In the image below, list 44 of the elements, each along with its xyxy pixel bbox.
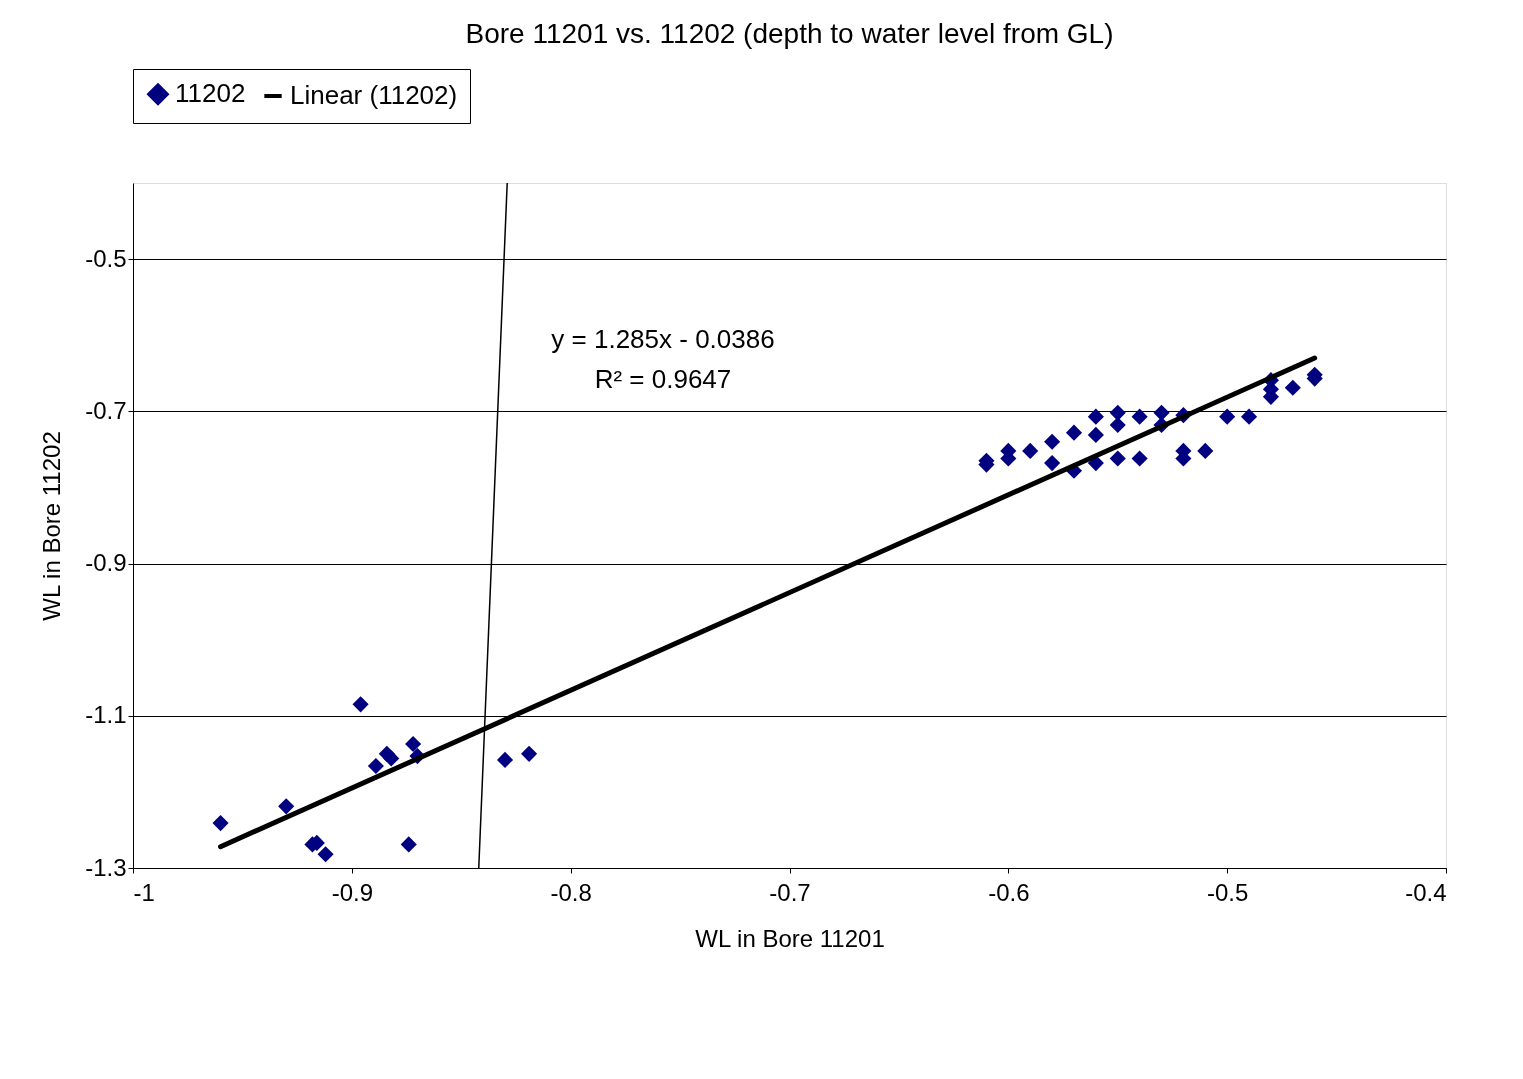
point — [1109, 404, 1126, 421]
y-axis-title: WL in Bore 11202 — [38, 431, 66, 621]
annotation: R² = 0.9647 — [594, 364, 732, 394]
point — [1284, 379, 1301, 396]
point — [1109, 450, 1126, 467]
x-tick-label: -0.8 — [550, 878, 592, 906]
point — [1197, 442, 1214, 459]
point — [1044, 455, 1061, 472]
point — [1131, 408, 1148, 425]
y-tick-label: -0.9 — [85, 549, 127, 577]
point — [352, 696, 369, 713]
point — [212, 815, 229, 832]
point — [521, 745, 538, 762]
y-tick-label: -1.1 — [85, 701, 127, 729]
point — [278, 798, 295, 815]
point — [1065, 424, 1083, 441]
point — [317, 846, 334, 863]
x-tick-label: -0.6 — [988, 878, 1030, 906]
point — [1240, 408, 1258, 425]
point — [1087, 426, 1104, 443]
y-tick-label: -0.7 — [85, 396, 127, 424]
point — [367, 757, 384, 775]
x-tick-label: -0.5 — [1206, 878, 1249, 906]
y-tick-label: -0.5 — [85, 244, 127, 272]
x-tick-label: -0.4 — [1405, 878, 1447, 906]
point — [400, 836, 417, 853]
x-axis-title: WL in Bore 11201 — [695, 924, 885, 952]
x-tick-label: -1 — [133, 878, 155, 906]
point — [1153, 404, 1170, 421]
point — [1087, 408, 1104, 425]
y-tick-label: -1.3 — [85, 853, 127, 881]
point — [1131, 450, 1148, 467]
point — [496, 751, 514, 768]
point — [1022, 442, 1039, 459]
legend-label: Linear (11202) — [290, 80, 458, 110]
annotation: y = 1.285x - 0.0386 — [551, 324, 775, 354]
x-tick-label: -0.9 — [331, 878, 374, 906]
x-tick-label: -0.7 — [769, 878, 811, 906]
point — [1219, 408, 1236, 425]
chart-title: Bore 11201 vs. 11202 (depth to water level from GL) — [465, 17, 1114, 49]
point — [383, 750, 400, 767]
point — [1044, 433, 1061, 450]
point — [405, 735, 422, 752]
legend-label: 11202 — [175, 78, 246, 109]
